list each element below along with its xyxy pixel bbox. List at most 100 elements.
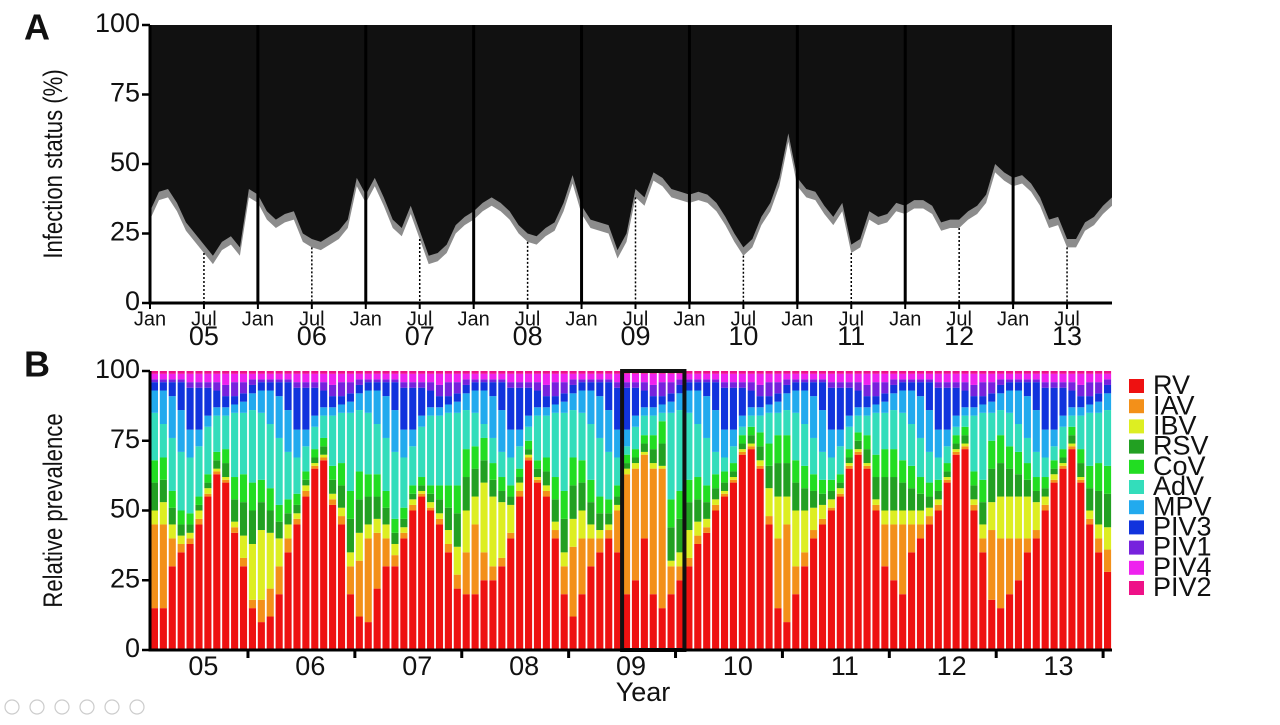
bar-segment bbox=[551, 404, 559, 413]
bar-segment bbox=[863, 384, 871, 397]
bar-segment bbox=[195, 496, 203, 505]
bar-segment bbox=[881, 412, 889, 450]
bar-segment bbox=[765, 524, 773, 650]
bar-segment bbox=[409, 382, 417, 388]
bar-segment bbox=[970, 471, 978, 486]
bar-segment bbox=[311, 426, 319, 450]
bar-segment bbox=[810, 382, 818, 397]
bar-segment bbox=[231, 521, 239, 528]
bar-segment bbox=[925, 496, 933, 508]
bar-segment bbox=[1059, 449, 1067, 458]
legend-label: PIV3 bbox=[1153, 512, 1212, 542]
bar-segment bbox=[168, 507, 176, 525]
bar-segment bbox=[863, 465, 871, 469]
bar-segment bbox=[329, 396, 337, 408]
bar-segment bbox=[337, 507, 346, 517]
bar-segment bbox=[542, 384, 550, 397]
bar-segment bbox=[1050, 474, 1058, 480]
bar-segment bbox=[1041, 496, 1049, 505]
bar-segment bbox=[435, 499, 444, 514]
bar-segment bbox=[275, 504, 283, 522]
bar-segment bbox=[916, 538, 925, 650]
bar-segment bbox=[346, 393, 354, 402]
bar-segment bbox=[1006, 390, 1014, 413]
y-tick-label: 75 bbox=[110, 78, 140, 108]
bar-segment bbox=[943, 482, 951, 650]
bar-segment bbox=[391, 451, 399, 519]
bar-segment bbox=[1103, 384, 1112, 394]
bar-segment bbox=[587, 566, 595, 650]
bar-segment bbox=[1006, 373, 1014, 380]
bar-segment bbox=[231, 373, 239, 383]
bar-segment bbox=[560, 382, 568, 394]
bar-segment bbox=[329, 407, 337, 416]
bar-segment bbox=[765, 488, 773, 517]
bar-segment bbox=[150, 524, 159, 609]
bar-segment bbox=[872, 396, 880, 405]
bar-segment bbox=[881, 373, 889, 383]
bar-segment bbox=[204, 482, 212, 489]
bar-segment bbox=[810, 437, 818, 475]
legend-swatch bbox=[1129, 379, 1144, 393]
bar-segment bbox=[391, 543, 399, 556]
legend-swatch bbox=[1129, 560, 1144, 575]
bar-segment bbox=[1006, 382, 1014, 391]
bar-segment bbox=[391, 555, 399, 567]
bar-segment bbox=[489, 373, 497, 380]
bar-segment bbox=[747, 407, 755, 416]
bar-segment bbox=[498, 502, 506, 558]
bar-segment bbox=[899, 594, 907, 650]
bar-segment bbox=[195, 373, 203, 383]
bar-segment bbox=[471, 412, 479, 447]
bar-segment bbox=[908, 488, 916, 511]
bar-segment bbox=[1103, 493, 1112, 528]
bar-segment bbox=[195, 510, 203, 519]
bar-segment bbox=[293, 382, 301, 388]
bar-segment bbox=[346, 518, 354, 553]
bar-segment bbox=[872, 454, 880, 478]
x-tick-label: Jul bbox=[299, 308, 325, 330]
bar-segment bbox=[337, 396, 346, 405]
toolbar-button[interactable] bbox=[4, 699, 20, 715]
bar-segment bbox=[329, 371, 337, 374]
bar-segment bbox=[827, 479, 835, 491]
bar-segment bbox=[979, 524, 987, 539]
bar-segment bbox=[311, 463, 319, 466]
bar-segment bbox=[320, 415, 328, 438]
bar-segment bbox=[275, 382, 283, 397]
bar-segment bbox=[409, 446, 417, 486]
bar-segment bbox=[988, 440, 996, 469]
bar-segment bbox=[694, 390, 702, 425]
bar-segment bbox=[239, 535, 248, 558]
bar-segment bbox=[239, 557, 248, 567]
toolbar-button[interactable] bbox=[29, 699, 45, 715]
bar-segment bbox=[596, 379, 604, 383]
toolbar-button[interactable] bbox=[54, 699, 70, 715]
bar-segment bbox=[694, 543, 702, 650]
bar-segment bbox=[213, 390, 221, 408]
bar-segment bbox=[551, 373, 559, 383]
bar-segment bbox=[916, 396, 925, 438]
bar-segment bbox=[222, 477, 230, 480]
bar-segment bbox=[934, 382, 942, 388]
legend-swatch bbox=[1129, 419, 1144, 434]
bar-segment bbox=[159, 371, 167, 374]
toolbar-button[interactable] bbox=[79, 699, 95, 715]
bar-segment bbox=[186, 387, 194, 430]
bar-segment bbox=[676, 373, 684, 380]
toolbar-button[interactable] bbox=[129, 699, 145, 715]
bar-segment bbox=[578, 382, 586, 391]
bar-segment bbox=[1068, 446, 1076, 450]
bar-segment bbox=[355, 410, 363, 472]
bar-segment bbox=[542, 490, 550, 497]
bar-segment bbox=[622, 446, 631, 455]
bar-segment bbox=[257, 390, 265, 413]
bar-segment bbox=[685, 371, 693, 374]
bar-segment bbox=[908, 379, 916, 383]
bar-segment bbox=[373, 474, 381, 497]
bar-segment bbox=[569, 393, 577, 411]
bar-segment bbox=[284, 524, 292, 539]
toolbar-button[interactable] bbox=[104, 699, 120, 715]
bar-segment bbox=[560, 490, 568, 519]
